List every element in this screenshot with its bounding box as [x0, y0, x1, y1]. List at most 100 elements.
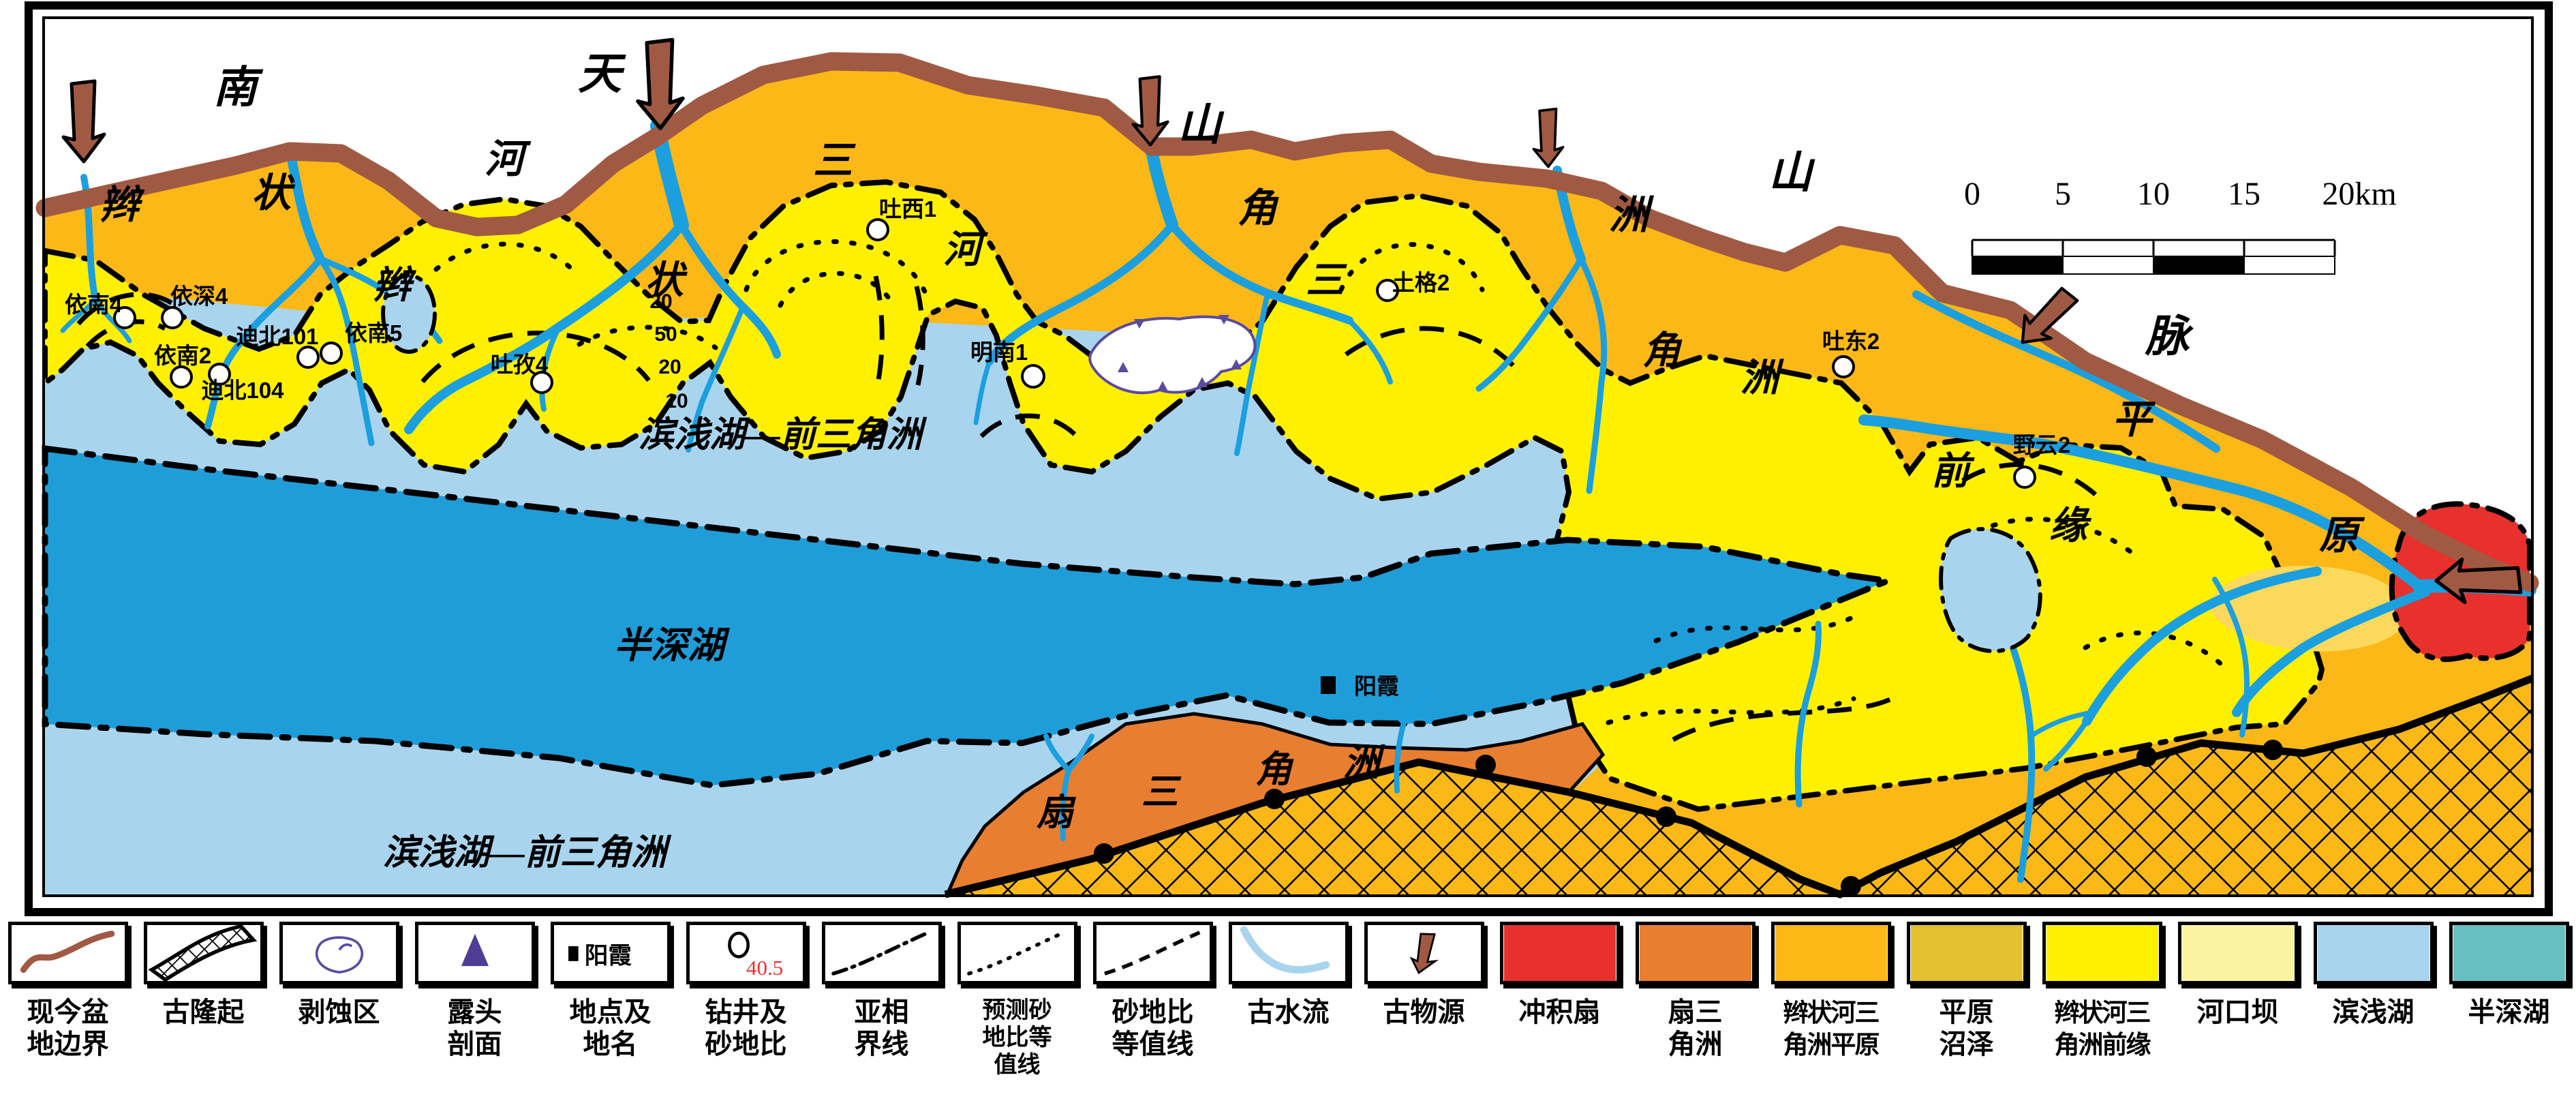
legend-label-line: 河口坝 [2196, 997, 2279, 1027]
town-marker [1321, 676, 1336, 694]
predicted-contour-icon [966, 931, 1066, 976]
map-inner-frame [42, 16, 2534, 897]
region-paleo-uplift [945, 678, 2532, 894]
legend-label-line: 角洲前缘 [2054, 1031, 2151, 1059]
legend-label-line: 沼泽 [1939, 1029, 1994, 1059]
legend-label-line: 古物源 [1383, 997, 1465, 1027]
mountain-label: 山 [1768, 149, 1815, 197]
legend-item-place: 阳霞 地点及 地名 [542, 922, 678, 1078]
legend-label-line: 值线 [994, 1052, 1041, 1078]
well-label: 土格2 [1392, 270, 1450, 295]
legend-label-line: 界线 [854, 1029, 909, 1059]
well-marker [1021, 364, 1045, 389]
legend-label-line: 角洲平原 [1783, 1031, 1880, 1059]
well-marker [866, 218, 889, 241]
legend-item-paleo-uplift: 古隆起 [136, 922, 271, 1078]
legend-item-well: 40.5 钻井及 砂地比 [678, 922, 814, 1078]
uplift-boundary-bumps [1094, 740, 2283, 896]
legend-label-line: 亚相 [854, 997, 909, 1027]
region-denudation [1088, 315, 1257, 395]
basin-boundary-line [35, 52, 2539, 592]
mountain-label: 山 [1178, 101, 1225, 149]
front-arc-label: 缘 [2049, 505, 2092, 547]
basin-boundary-icon [20, 931, 114, 973]
plain-arc-label: 原 [2319, 513, 2365, 558]
alluvial-fan-swatch [1503, 925, 1616, 981]
well-icon: 40.5 [727, 931, 783, 980]
contour-label: 50 [654, 323, 677, 346]
well-label: 依深4 [170, 284, 228, 309]
legend-label-line: 现今盆 [27, 997, 109, 1027]
legend-label-line: 古隆起 [162, 997, 245, 1027]
well-markers [113, 218, 2036, 489]
well-marker [170, 365, 193, 389]
legend-item-denudation: 剥蚀区 [271, 922, 407, 1078]
well-label: 吐孜4 [491, 352, 549, 377]
shore-lake-label-lower: 滨浅湖—前三角洲 [383, 834, 672, 873]
sand-contour-icon [1103, 931, 1200, 976]
front-arc-label: 河 [943, 229, 988, 271]
plain-arc-label: 辫 [99, 183, 145, 227]
legend-item-delta-plain: 辫状河三 角洲平原 [1763, 922, 1899, 1078]
place-sample-text: 阳霞 [584, 943, 632, 969]
delta-plain-swatch [1775, 925, 1887, 981]
well-label: 野云2 [2013, 432, 2070, 457]
well-label: 吐东2 [1822, 329, 1880, 354]
legend-label-line: 砂地比 [705, 1029, 787, 1059]
contour-label: 20 [658, 356, 681, 378]
mountain-label: 天 [578, 50, 626, 98]
well-marker [161, 306, 184, 329]
fan-delta-swatch [1639, 925, 1751, 981]
legend-item-shore-shallow-lake: 滨浅湖 [2305, 922, 2441, 1078]
fan-arc-label: 洲 [1343, 742, 1385, 783]
well-label: 依南4 [65, 292, 123, 317]
subfacies-line-icon [831, 931, 930, 976]
well-marker [208, 363, 231, 386]
well-label: 迪北104 [201, 378, 284, 403]
well-marker [320, 342, 343, 365]
plain-arc-label: 平 [2112, 397, 2156, 442]
plain-arc-label: 三 [813, 138, 856, 183]
legend-label-line: 辫状河三 [1783, 999, 1880, 1027]
legend-label-line: 剥蚀区 [298, 997, 380, 1027]
denudation-teeth-icon [1118, 315, 1242, 391]
plain-swamp-swatch [1910, 925, 2023, 981]
denudation-icon [315, 936, 363, 974]
scale-bar: 0 5 10 15 20km [1964, 176, 2397, 275]
well-label: 吐西1 [879, 196, 936, 222]
legend-item-fan-delta: 扇三 角洲 [1627, 922, 1763, 1078]
well-label: 迪北101 [236, 324, 318, 349]
legend-label-line: 辫状河三 [2054, 999, 2151, 1027]
fan-arc-label: 角 [1255, 749, 1294, 790]
shallow-lake-ponds [381, 273, 2042, 653]
map-outer-frame [25, 1, 2553, 916]
legend-item-sand-contour: 砂地比 等值线 [1085, 922, 1221, 1078]
legend-label-line: 古水流 [1247, 997, 1330, 1027]
legend-label-line: 角洲 [1668, 1029, 1723, 1059]
scale-end-label: 20km [2322, 176, 2396, 212]
well-marker [113, 306, 136, 329]
scale-tick-label: 15 [2228, 176, 2260, 212]
legend-label-line: 半深湖 [2468, 997, 2550, 1027]
fan-arc-label: 扇 [1037, 792, 1077, 833]
contour-label: 10 [665, 390, 688, 412]
legend-item-predicted-contour: 预测砂 地比等 值线 [949, 922, 1085, 1078]
legend-item-semi-deep-lake: 半深湖 [2441, 922, 2576, 1078]
well-labels: 依南4 依深4 依南2 迪北101 依南5 迪北104 吐孜4 吐西1 明南1 … [65, 196, 2070, 457]
legend-label-line: 扇三 [1668, 997, 1723, 1027]
legend-label-line: 滨浅湖 [2332, 997, 2414, 1027]
legend-label-line: 冲积扇 [1518, 997, 1601, 1027]
mountain-label: 南 [213, 63, 264, 112]
contour-label: 20 [649, 290, 672, 313]
front-arc-label: 三 [1306, 260, 1347, 302]
fan-arc-label: 三 [1141, 772, 1182, 813]
scale-tick-label: 10 [2137, 176, 2170, 212]
scale-tick-label: 0 [1964, 176, 1980, 212]
legend-item-paleocurrent: 古水流 [1221, 922, 1356, 1078]
semi-deep-lake-swatch [2453, 925, 2565, 981]
legend-label-line: 钻井及 [705, 997, 787, 1027]
front-arc-label: 状 [645, 260, 688, 302]
front-arc-label: 角 [1642, 330, 1683, 372]
legend-item-alluvial-fan: 冲积扇 [1492, 922, 1627, 1078]
